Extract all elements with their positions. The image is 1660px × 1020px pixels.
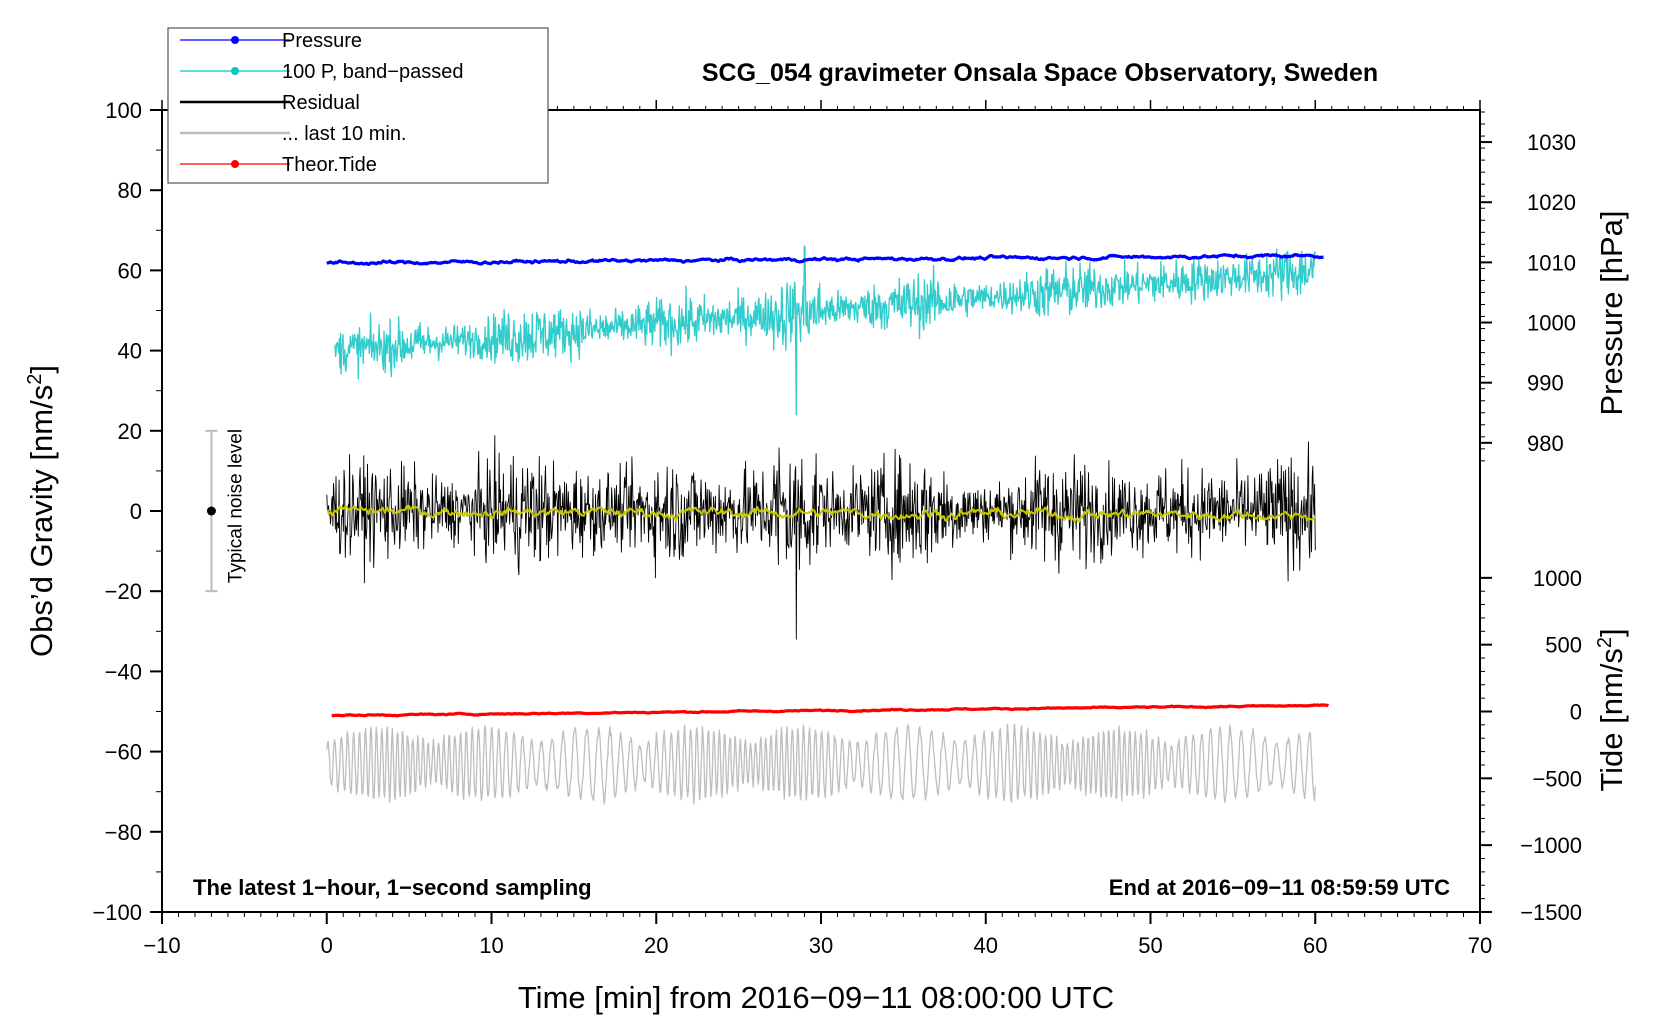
legend-items: Pressure 100 P, band−passed Residual ... la… <box>180 30 463 176</box>
pressure-tick-label: 980 <box>1527 431 1564 456</box>
y-tick-label: −20 <box>105 579 142 604</box>
series-pressure <box>326 253 1324 266</box>
tide-tick-label: 1000 <box>1533 566 1582 591</box>
note-sampling: The latest 1−hour, 1−second sampling <box>193 875 592 900</box>
y-tick-label: 20 <box>118 419 142 444</box>
y-axis-label-pressure: Pressure [hPa] <box>1594 210 1629 415</box>
series-residual-smoothed <box>326 504 1316 523</box>
y-tick-label: −100 <box>92 900 142 925</box>
x-tick-label: 40 <box>974 933 998 958</box>
pressure-tick-label: 1000 <box>1527 311 1576 336</box>
pressure-tick-label: 1030 <box>1527 130 1576 155</box>
tide-tick-label: 0 <box>1570 700 1582 725</box>
series-layer <box>326 245 1330 805</box>
tide-tick-label: 500 <box>1545 633 1582 658</box>
x-tick-label: 0 <box>321 933 333 958</box>
noise-bar-center <box>206 506 216 516</box>
y-tick-label: −60 <box>105 740 142 765</box>
tide-tick-label: −1000 <box>1520 833 1582 858</box>
y-tick-label: 40 <box>118 339 142 364</box>
x-tick-label: 30 <box>809 933 833 958</box>
legend-label: 100 P, band−passed <box>282 61 463 83</box>
y-tick-label: 80 <box>118 178 142 203</box>
legend-marker <box>231 160 239 168</box>
legend-label: Residual <box>282 92 360 114</box>
legend-entry: 100 P, band−passed <box>180 61 463 83</box>
x-tick-label: 50 <box>1138 933 1162 958</box>
legend-label: Pressure <box>282 30 362 52</box>
x-tick-label: 10 <box>479 933 503 958</box>
legend-entry: Pressure <box>180 30 362 52</box>
legend-entry: Theor.Tide <box>180 154 377 176</box>
x-tick-label: 70 <box>1468 933 1492 958</box>
series-last-10-min <box>326 723 1316 805</box>
y-tick-label: 0 <box>130 499 142 524</box>
series-residual <box>326 435 1316 640</box>
note-end-time: End at 2016−09−11 08:59:59 UTC <box>1109 875 1450 900</box>
legend-entry: Residual <box>180 92 360 114</box>
y-tick-label: 100 <box>105 98 142 123</box>
series-100-p-band-passed <box>334 245 1316 416</box>
legend: Pressure 100 P, band−passed Residual ... la… <box>167 27 549 184</box>
x-tick-label: −10 <box>143 933 180 958</box>
tide-tick-label: −1500 <box>1520 900 1582 925</box>
pressure-tick-label: 1010 <box>1527 250 1576 275</box>
y-tick-label: −40 <box>105 659 142 684</box>
y-axis-label-tide: Tide [nm/s2] <box>1594 628 1629 791</box>
x-tick-label: 60 <box>1303 933 1327 958</box>
y-tick-label: −80 <box>105 820 142 845</box>
legend-label: Theor.Tide <box>282 154 377 176</box>
x-axis-label: Time [min] from 2016−09−11 08:00:00 UTC <box>518 980 1114 1015</box>
legend-label: ... last 10 min. <box>282 123 407 145</box>
chart-title: SCG_054 gravimeter Onsala Space Observat… <box>702 59 1378 87</box>
pressure-tick-label: 1020 <box>1527 190 1576 215</box>
tick-labels: −10 0 10 20 30 40 50 60 70100806040200−20−40−60−… <box>92 98 1582 958</box>
pressure-tick-label: 990 <box>1527 371 1564 396</box>
legend-marker <box>231 36 239 44</box>
tide-tick-label: −500 <box>1532 766 1582 791</box>
series-theor-tide <box>331 703 1330 718</box>
y-tick-label: 60 <box>118 258 142 283</box>
noise-level-indicator: Typical noise level <box>205 429 246 593</box>
x-tick-label: 20 <box>644 933 668 958</box>
y-axis-label-left: Obs’d Gravity [nm/s2] <box>24 365 59 657</box>
legend-marker <box>231 67 239 75</box>
legend-box <box>167 27 549 184</box>
noise-bar-label: Typical noise level <box>225 429 246 583</box>
legend-entry: ... last 10 min. <box>180 123 407 145</box>
